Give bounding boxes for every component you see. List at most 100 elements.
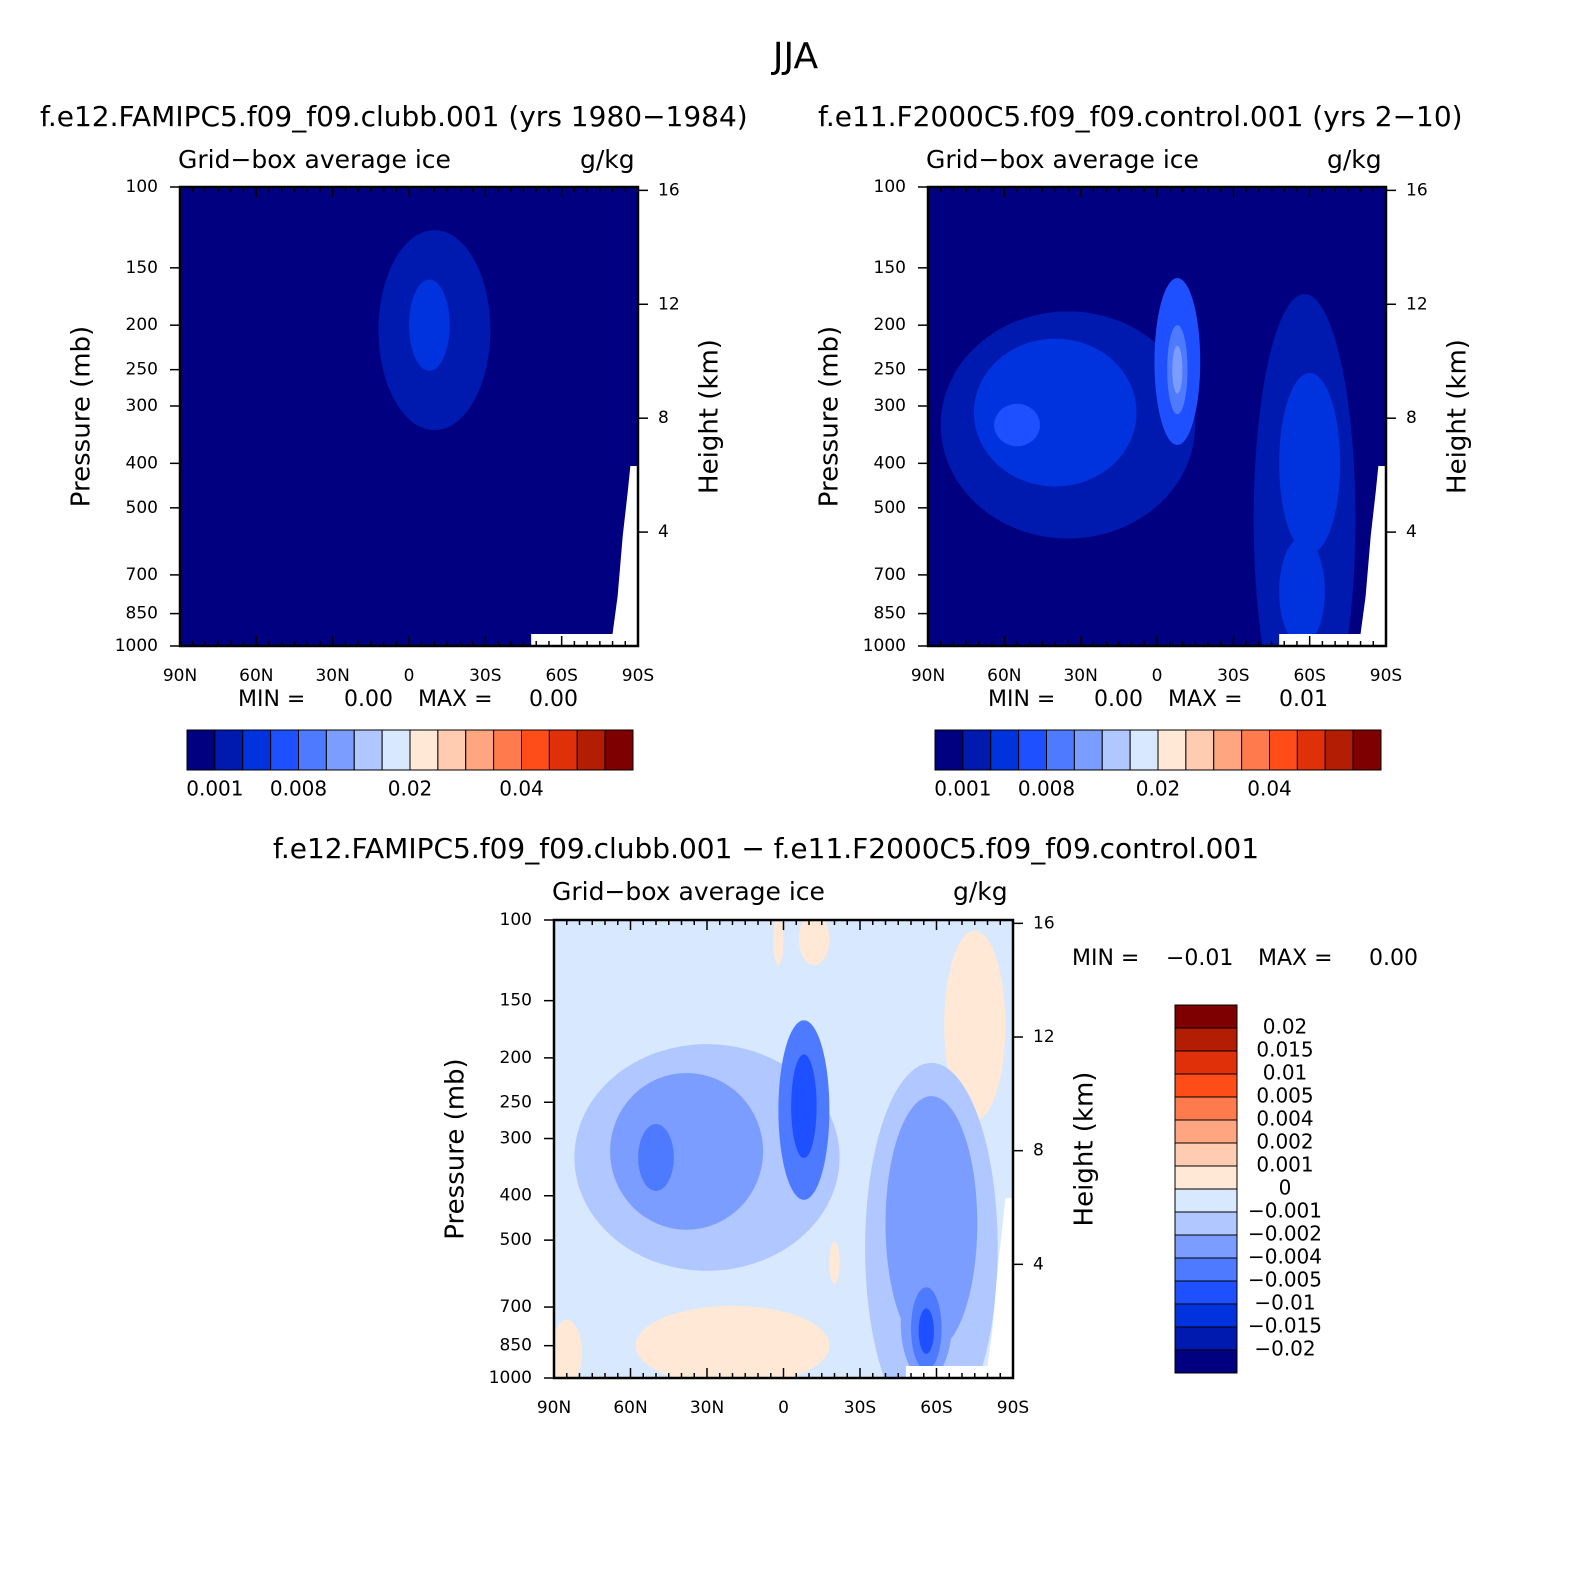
panel1-x-tick-label: 90S xyxy=(622,666,654,686)
panel3-colorbar-label: −0.02 xyxy=(1254,1337,1315,1361)
panel1-x-tick-label: 60N xyxy=(239,666,273,686)
panel1-min-value: 0.00 xyxy=(344,687,393,712)
panel3-max-value: 0.00 xyxy=(1369,946,1418,971)
panel1-colorbar: 0.001 0.008 0.02 0.04 xyxy=(186,729,634,801)
panel2-min-value: 0.00 xyxy=(1094,687,1143,712)
panel3-y-tick-label: 300 xyxy=(500,1129,532,1149)
panel2-x-tick-label: 30N xyxy=(1063,666,1097,686)
panel3-colorbar-box xyxy=(1174,1326,1238,1351)
panel3-colorbar-box xyxy=(1174,1073,1238,1098)
panel1-units: g/kg xyxy=(580,145,635,174)
panel3-colorbar-box xyxy=(1174,1050,1238,1075)
panel3-colorbar-box xyxy=(1174,1349,1238,1374)
panel3-colorbar-label: 0.02 xyxy=(1263,1015,1308,1039)
panel3-y-tick-label: 100 xyxy=(500,910,532,930)
panel1-x-tick-label: 90N xyxy=(163,666,197,686)
panel2-y-tick-label: 1000 xyxy=(863,636,906,656)
panel2-colorbar-box xyxy=(990,729,1020,771)
panel3-colorbar-box xyxy=(1174,1096,1238,1121)
panel2-max-label: MAX = xyxy=(1168,687,1243,712)
panel1-colorbar-box xyxy=(548,729,578,771)
panel2-colorbar-box xyxy=(1046,729,1075,771)
panel2-colorbar-box xyxy=(1241,729,1270,771)
panel1-title: f.e12.FAMIPC5.f09_f09.clubb.001 (yrs 198… xyxy=(40,100,748,133)
panel3-colorbar-label: −0.001 xyxy=(1248,1199,1322,1223)
panel3-x-tick-label: 30N xyxy=(690,1398,724,1418)
panel1-y2-tick-label: 4 xyxy=(658,522,669,542)
panel1-colorbar-box xyxy=(325,729,355,771)
panel1-x-tick-label: 60S xyxy=(545,666,577,686)
panel3-field xyxy=(554,920,1013,1378)
panel2-colorbar-box xyxy=(1129,729,1159,771)
panel2-missing-terrain xyxy=(1279,466,1386,646)
panel2-colorbar: 0.001 0.008 0.02 0.04 xyxy=(934,729,1382,801)
panel1-y2-tick-label: 12 xyxy=(658,294,680,314)
panel3-contour-region xyxy=(610,1072,764,1230)
panel3-y-tick-label: 400 xyxy=(500,1186,532,1206)
panel1-y2-axis-label: Height (km) xyxy=(695,339,725,494)
panel3-x-tick-label: 30S xyxy=(844,1398,876,1418)
panel2-colorbar-box xyxy=(1324,729,1354,771)
panel1-colorbar-box xyxy=(186,729,216,771)
panel2-y-tick-label: 700 xyxy=(874,565,906,585)
panel2-colorbar-box xyxy=(1213,729,1243,771)
panel2-contour-region xyxy=(1172,345,1183,394)
panel3-x-tick-label: 60S xyxy=(920,1398,952,1418)
panel1-x-tick-label: 30N xyxy=(315,666,349,686)
panel1-colorbar-box xyxy=(353,729,383,771)
panel3-y2-tick-label: 12 xyxy=(1033,1027,1055,1047)
panel2-x-tick-label: 90S xyxy=(1370,666,1402,686)
panel3-x-tick-label: 0 xyxy=(778,1398,789,1418)
panel2-min-label: MIN = xyxy=(988,687,1056,712)
panel2-y-tick-label: 400 xyxy=(874,453,906,473)
panel2-colorbar-label: 0.008 xyxy=(1018,777,1075,801)
panel3-colorbar-box xyxy=(1174,1234,1238,1259)
panel2-y-tick-label: 150 xyxy=(874,258,906,278)
panel1-y-tick-label: 1000 xyxy=(115,636,158,656)
panel3-colorbar-box xyxy=(1174,1211,1238,1236)
panel2-colorbar-label: 0.02 xyxy=(1136,777,1181,801)
panel2-y-tick-label: 850 xyxy=(874,604,906,624)
panel3-y2-tick-label: 16 xyxy=(1033,913,1055,933)
panel2-colorbar-box xyxy=(1352,729,1382,771)
panel2-y2-axis-label: Height (km) xyxy=(1443,339,1473,494)
panel2-y2-tick-label: 8 xyxy=(1406,408,1417,428)
panel2-colorbar-label: 0.001 xyxy=(934,777,991,801)
panel2-colorbar-box xyxy=(1185,729,1215,771)
panel2-y-tick-label: 300 xyxy=(874,396,906,416)
panel1-y-axis-label: Pressure (mb) xyxy=(67,326,97,507)
panel1-max-label: MAX = xyxy=(418,687,493,712)
panel2-title: f.e11.F2000C5.f09_f09.control.001 (yrs 2… xyxy=(818,100,1463,133)
panel3-y-tick-label: 700 xyxy=(500,1297,532,1317)
panel3-y-tick-label: 1000 xyxy=(489,1368,532,1388)
panel3-contour-region xyxy=(829,1241,840,1285)
panel2-plot: 90N 60N 30N 0 30S 60S 90S 100 150 200 250 300 400 500… xyxy=(815,177,1473,686)
panel2-field xyxy=(928,187,1386,646)
panel2-y2-tick-label: 16 xyxy=(1406,180,1428,200)
panel1-y-tick-label: 200 xyxy=(126,315,158,335)
panel2-colorbar-box xyxy=(1018,729,1047,771)
panel3-contour-region xyxy=(554,1319,583,1378)
panel3-y-axis-label: Pressure (mb) xyxy=(441,1058,471,1239)
panel3-max-label: MAX = xyxy=(1258,946,1333,971)
panel2-x-tick-label: 60N xyxy=(987,666,1021,686)
panel3-plot: 90N 60N 30N 0 30S 60S 90S 100 150 200 250 300 400 500… xyxy=(441,910,1100,1418)
panel3-title: f.e12.FAMIPC5.f09_f09.clubb.001 − f.e11.… xyxy=(273,832,1260,865)
panel1-y2-tick-label: 16 xyxy=(658,180,680,200)
panel3-x-tick-label: 90N xyxy=(537,1398,571,1418)
panel2-contour-region xyxy=(1279,372,1341,554)
panel1-colorbar-box xyxy=(381,729,411,771)
panel3-colorbar-box xyxy=(1174,1004,1238,1029)
panel2-x-tick-label: 60S xyxy=(1293,666,1325,686)
panel1-y-tick-label: 500 xyxy=(126,498,158,518)
panel1-y-tick-label: 150 xyxy=(126,258,158,278)
panel1-field xyxy=(180,187,638,646)
panel3-variable: Grid−box average ice xyxy=(552,877,825,906)
panel2-y2-tick-label: 4 xyxy=(1406,522,1417,542)
panel3-colorbar-label: −0.004 xyxy=(1248,1245,1322,1269)
panel3-y2-tick-label: 4 xyxy=(1033,1254,1044,1274)
panel1-colorbar-box xyxy=(270,729,299,771)
panel3-colorbar-box xyxy=(1174,1027,1238,1052)
panel3-y2-tick-label: 8 xyxy=(1033,1141,1044,1161)
panel2-colorbar-box xyxy=(1269,729,1298,771)
